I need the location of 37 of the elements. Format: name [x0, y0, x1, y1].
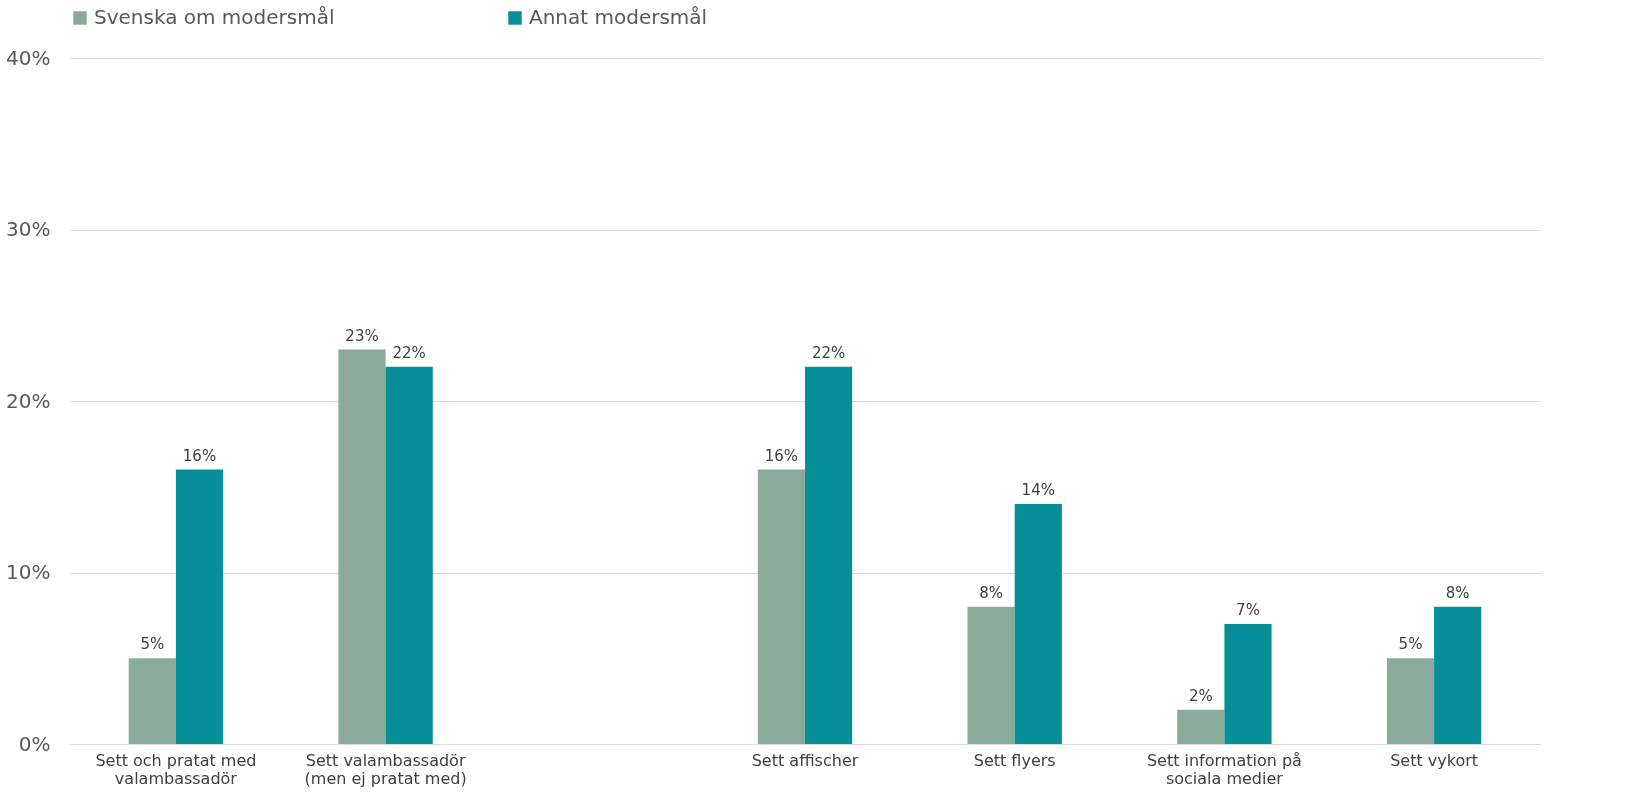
- bar: [1434, 606, 1482, 744]
- bar: [128, 658, 176, 744]
- x-tick-label: Sett flyers: [973, 750, 1056, 770]
- x-tick-label: Sett information på sociala medier: [1146, 750, 1302, 788]
- y-tick-label: 40%: [6, 45, 51, 70]
- data-label: 8%: [979, 583, 1004, 602]
- data-label: 14%: [1021, 480, 1055, 499]
- data-label: 22%: [392, 343, 426, 362]
- data-label: 8%: [1445, 583, 1470, 602]
- y-tick-label: 0%: [18, 731, 51, 756]
- x-tick-label: Sett affischer: [751, 750, 859, 770]
- bar: [385, 366, 433, 744]
- data-label: 16%: [764, 446, 799, 465]
- x-tick-label: Sett vykort: [1390, 750, 1479, 770]
- x-tick-label: Sett och pratat med valambassadör: [95, 750, 257, 788]
- bar: [967, 606, 1015, 744]
- bar: [338, 349, 386, 744]
- data-label: 5%: [1398, 635, 1423, 654]
- bar: [1177, 709, 1225, 744]
- data-label: 23%: [345, 326, 379, 345]
- y-tick-label: 10%: [6, 560, 51, 584]
- y-tick-label: 30%: [6, 217, 51, 241]
- data-label: 7%: [1236, 600, 1260, 619]
- bar: [1224, 623, 1272, 744]
- data-label: 2%: [1188, 686, 1213, 705]
- data-label: 16%: [182, 446, 217, 465]
- y-tick-label: 20%: [6, 388, 51, 413]
- bar: [757, 469, 805, 744]
- x-tick-label: Sett valambassadör (men ej pratat med): [304, 750, 467, 788]
- data-label: 22%: [811, 343, 846, 362]
- bar: [175, 469, 224, 744]
- data-label: 5%: [140, 635, 165, 654]
- legend-label: Annat modersmål: [529, 5, 708, 29]
- legend-label: Svenska om modersmål: [94, 5, 335, 29]
- bar: [1386, 658, 1435, 744]
- bar: [805, 366, 853, 744]
- bar: [1014, 503, 1062, 744]
